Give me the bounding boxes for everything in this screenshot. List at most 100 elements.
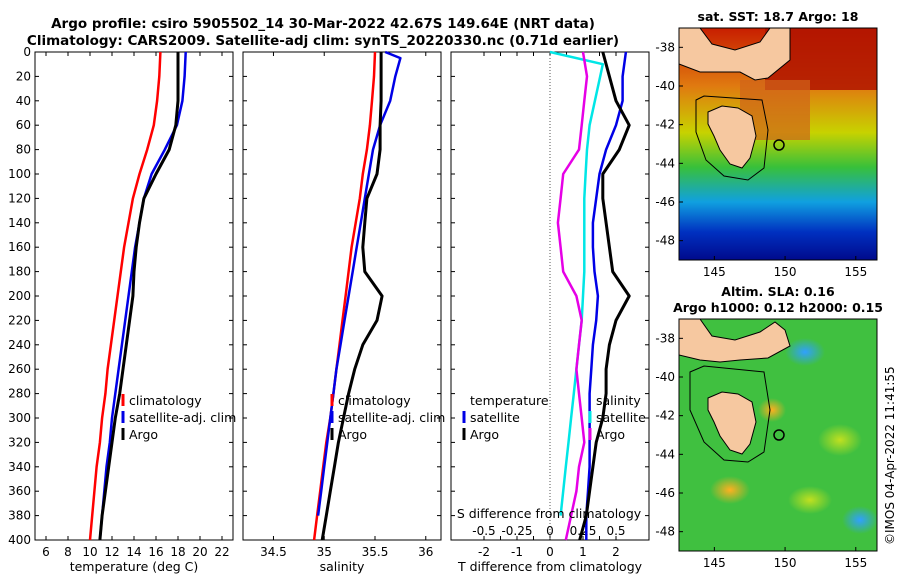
s-xtick-label: 0.5 — [606, 524, 625, 538]
xtick-label: 36 — [418, 545, 433, 559]
map-xtick-label: 155 — [844, 265, 867, 279]
xtick-label: 16 — [148, 545, 163, 559]
sla-map — [678, 318, 878, 552]
argo-position-marker — [773, 139, 785, 151]
ytick-label: 160 — [8, 240, 31, 254]
xtick-label: 8 — [64, 545, 72, 559]
xtick-label: 35 — [317, 545, 332, 559]
map-ytick-label: -38 — [655, 40, 675, 54]
series-line-s-argo — [556, 51, 589, 541]
ytick-label: 280 — [8, 387, 31, 401]
temperature-legend: climatology satellite-adj. clim Argo — [121, 393, 236, 442]
xtick-label: 14 — [126, 545, 141, 559]
series-line-t-satellite — [585, 51, 628, 540]
legend-label-argo: Argo — [129, 427, 158, 442]
ytick-label: 0 — [23, 45, 31, 59]
s-xtick-label: 0 — [546, 524, 554, 538]
sla-map-ticks: 145 150 155 -38 -40 -42 -44 -46 -48 — [655, 331, 867, 570]
ytick-label: 120 — [8, 191, 31, 205]
xtick-label: 0 — [546, 545, 554, 559]
salinity-legend: climatology satellite-adj. clim Argo — [330, 393, 445, 442]
ytick-label: 200 — [8, 289, 31, 303]
map-xtick-label: 155 — [844, 556, 867, 570]
series-line-satellite-adj-clim — [98, 51, 187, 541]
series-line-climatology — [88, 51, 162, 541]
legend-label-s-satellite: satellite — [596, 410, 646, 425]
s-xtick-label: -0.5 — [472, 524, 495, 538]
sla-high-anomaly — [788, 486, 832, 514]
australia-mainland — [678, 318, 791, 363]
sst-map-ticks: 145 150 155 -38 -40 -42 -44 -46 -48 — [655, 40, 867, 279]
tasmania — [707, 391, 757, 455]
series-line-s-satellite — [549, 50, 605, 516]
map-ytick-label: -42 — [655, 409, 675, 423]
map-xtick-label: 145 — [703, 556, 726, 570]
ytick-label: 80 — [16, 143, 31, 157]
tasmania — [707, 105, 757, 169]
sst-map-title: sat. SST: 18.7 Argo: 18 — [698, 9, 859, 24]
imos-stamp: ©IMOS 04-Apr-2022 11:41:55 — [883, 366, 897, 545]
shelf-contour — [689, 365, 771, 463]
series-line-argo — [320, 52, 384, 541]
difference-xlabel: T difference from climatology — [457, 559, 643, 574]
salinity-xlabel: salinity — [320, 559, 365, 574]
legend-label-t-argo: Argo — [470, 427, 499, 442]
legend-label-satellite: satellite-adj. clim — [338, 410, 445, 425]
ytick-label: 260 — [8, 362, 31, 376]
sla-low-anomaly — [842, 506, 878, 534]
xtick-label: 2 — [612, 545, 620, 559]
xtick-label: -2 — [478, 545, 490, 559]
xtick-label: 6 — [42, 545, 50, 559]
ytick-label: 400 — [8, 533, 31, 547]
xtick-label: 10 — [82, 545, 97, 559]
difference-legend: temperature satellite Argo salinity sate… — [462, 393, 646, 442]
map-xtick-label: 150 — [774, 556, 797, 570]
legend-label-argo: Argo — [338, 427, 367, 442]
series-line-argo — [98, 52, 180, 541]
ytick-label: 140 — [8, 216, 31, 230]
sla-map-frame — [678, 318, 878, 552]
ytick-label: 100 — [8, 167, 31, 181]
figure-title-line1: Argo profile: csiro 5905502_14 30-Mar-20… — [51, 16, 595, 32]
ytick-label: 320 — [8, 435, 31, 449]
map-ytick-label: -48 — [655, 234, 675, 248]
xtick-label: 34.5 — [260, 545, 287, 559]
legend-label-climatology: climatology — [129, 393, 202, 408]
difference-top-xlabel: S difference from climatology — [457, 506, 642, 521]
sst-map — [678, 27, 878, 261]
plot-layer: 0204060801001201401601802002202402602803… — [8, 45, 649, 559]
map-ytick-label: -44 — [655, 156, 675, 170]
map-ytick-label: -48 — [655, 525, 675, 539]
sla-map-title2: Argo h1000: 0.12 h2000: 0.15 — [673, 300, 883, 315]
map-ytick-label: -42 — [655, 118, 675, 132]
map-xtick-label: 145 — [703, 265, 726, 279]
australia-mainland — [678, 27, 791, 81]
xtick-label: 18 — [170, 545, 185, 559]
ytick-label: 360 — [8, 484, 31, 498]
xtick-label: 12 — [104, 545, 119, 559]
map-ytick-label: -44 — [655, 447, 675, 461]
sla-high-anomaly — [710, 476, 750, 504]
map-ytick-label: -40 — [655, 370, 675, 384]
legend-label-salinity: salinity — [596, 393, 641, 408]
sla-high-anomaly — [818, 424, 862, 456]
sla-map-title1: Altim. SLA: 0.16 — [721, 284, 835, 299]
ytick-label: 220 — [8, 313, 31, 327]
argo-position-marker — [773, 429, 785, 441]
figure-title-line2: Climatology: CARS2009. Satellite-adj cli… — [27, 33, 619, 49]
ytick-label: 20 — [16, 69, 31, 83]
map-ytick-label: -38 — [655, 331, 675, 345]
map-ytick-label: -40 — [655, 79, 675, 93]
xtick-label: 22 — [214, 545, 229, 559]
ytick-label: 180 — [8, 265, 31, 279]
s-xtick-label: -0.25 — [501, 524, 532, 538]
xtick-label: 20 — [192, 545, 207, 559]
xtick-label: 1 — [579, 545, 587, 559]
xtick-label: -1 — [511, 545, 523, 559]
salinity-panel — [242, 51, 442, 541]
shelf-contour — [695, 95, 769, 181]
legend-label-s-argo: Argo — [596, 427, 625, 442]
sla-high-anomaly — [758, 398, 786, 422]
ytick-label: 380 — [8, 509, 31, 523]
ytick-label: 40 — [16, 94, 31, 108]
